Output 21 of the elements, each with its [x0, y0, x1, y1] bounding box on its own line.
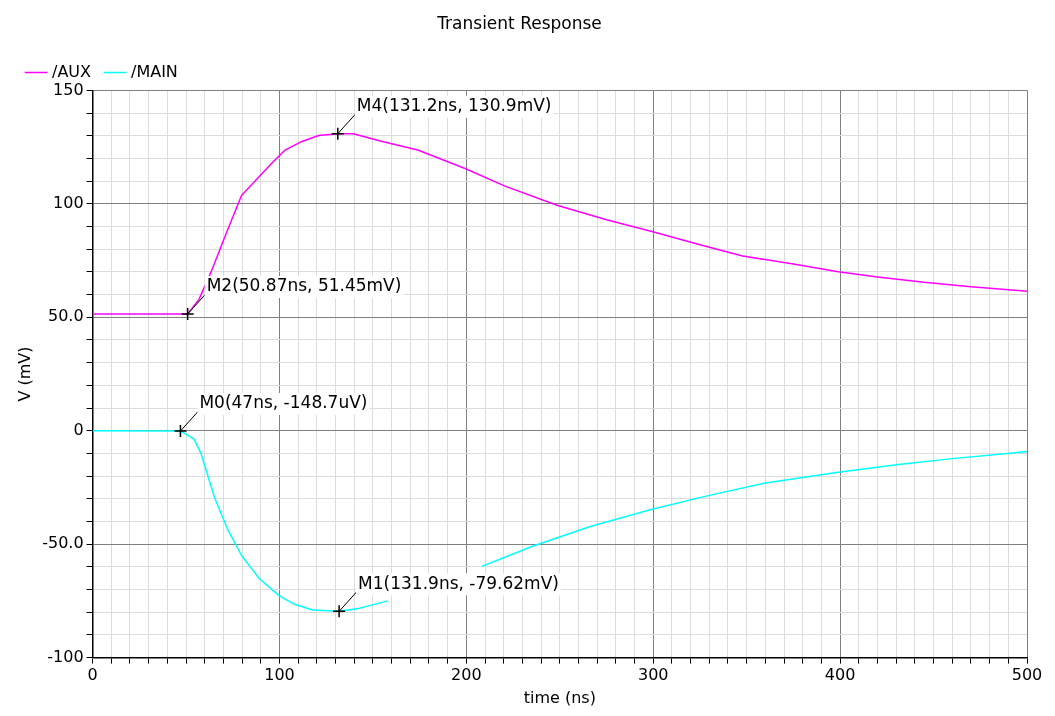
y-tick-label: -50.0 — [42, 533, 84, 553]
y-tick-label: -100 — [47, 646, 84, 666]
x-tick-label: 100 — [264, 665, 295, 685]
y-tick-label: 100 — [53, 193, 84, 212]
x-tick-label: 300 — [637, 665, 669, 685]
x-axis-title: time (ns) — [523, 687, 596, 707]
y-tick-label: 150 — [53, 79, 84, 99]
x-tick-label: 500 — [1011, 665, 1043, 685]
annotation: M4(131.2ns, 130.9mV) — [356, 95, 552, 116]
y-axis-title: V (mV) — [14, 346, 34, 402]
annotation: M0(47ns, -148.7uV) — [199, 392, 368, 413]
annotation: M1(131.9ns, -79.62mV) — [358, 572, 559, 593]
y-tick-label: 0 — [73, 419, 84, 439]
legend-label: /MAIN — [131, 61, 178, 81]
annotation: M2(50.87ns, 51.45mV) — [206, 275, 402, 296]
x-tick-label: 400 — [824, 665, 856, 685]
chart-title: Transient Response — [436, 12, 602, 33]
x-tick-label: 0 — [87, 665, 98, 685]
x-tick-label: 200 — [451, 665, 482, 685]
y-tick-label: 50.0 — [47, 306, 84, 326]
legend-label: /AUX — [52, 61, 92, 81]
